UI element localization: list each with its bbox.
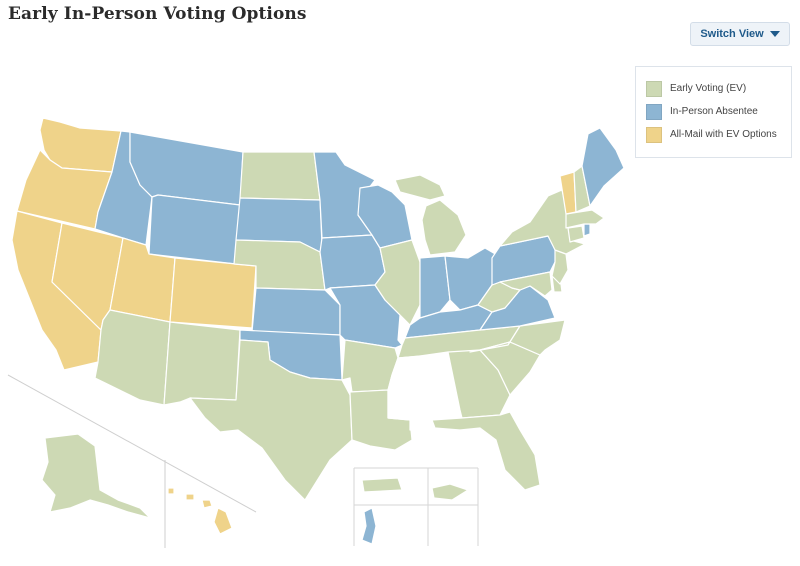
legend-item-ev: Early Voting (EV) [646,77,781,100]
territory-mp[interactable] [397,515,423,531]
state-fl[interactable] [431,411,541,491]
legend-label-ev: Early Voting (EV) [670,83,747,94]
state-az[interactable] [94,309,171,406]
state-ct[interactable] [567,225,585,243]
state-ak[interactable] [41,433,151,519]
legend-label-absentee: In-Person Absentee [670,106,758,117]
state-md[interactable] [499,271,553,297]
switch-view-label: Switch View [700,28,764,40]
legend-swatch-allmail [646,126,662,143]
state-tx[interactable] [189,339,353,501]
state-me[interactable] [581,127,625,207]
state-nj[interactable] [551,249,569,285]
switch-view-button[interactable]: Switch View [690,22,790,46]
state-hi[interactable] [167,487,233,535]
legend-swatch-ev [646,80,662,97]
caret-down-icon [769,31,780,37]
page-title: Early In-Person Voting Options [8,4,307,24]
territory-vi[interactable] [431,483,469,501]
legend-item-allmail: All-Mail with EV Options [646,123,781,146]
state-wy[interactable] [148,194,241,265]
state-ks[interactable] [251,287,341,336]
territories-inset [353,467,479,546]
legend: Early Voting (EV) In-Person Absentee All… [635,66,792,158]
state-mi[interactable] [394,174,467,256]
state-nd[interactable] [239,151,321,201]
territory-pr[interactable] [361,477,403,493]
legend-item-absentee: In-Person Absentee [646,100,781,123]
state-co[interactable] [169,257,257,329]
state-ia[interactable] [319,234,386,291]
state-ri[interactable] [583,223,591,237]
legend-swatch-absentee [646,103,662,120]
territory-as[interactable] [439,475,459,485]
state-nc[interactable] [469,319,566,356]
state-nm[interactable] [163,321,241,406]
state-il[interactable] [374,239,421,326]
inset-divider [7,374,257,513]
legend-label-allmail: All-Mail with EV Options [670,129,777,140]
state-ma[interactable] [565,209,605,229]
territory-mp-islands[interactable] [449,521,459,533]
territory-gu[interactable] [361,507,377,545]
